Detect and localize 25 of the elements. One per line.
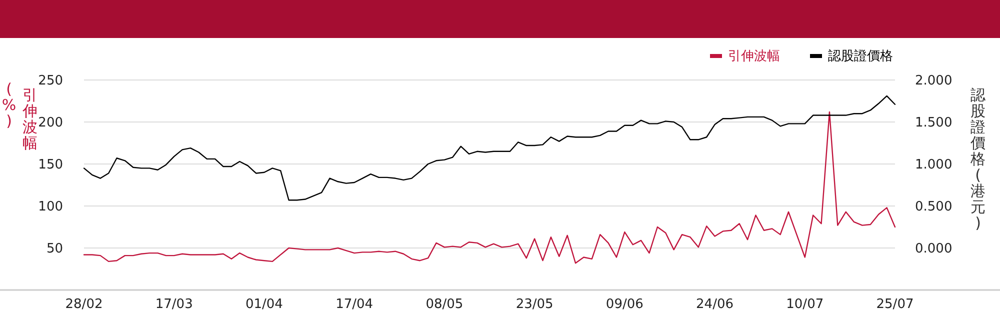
y-tick-label: 100 bbox=[38, 200, 63, 215]
x-tick-label: 23/05 bbox=[516, 297, 554, 312]
x-tick-label: 17/03 bbox=[155, 297, 193, 312]
x-tick-label: 28/02 bbox=[65, 297, 103, 312]
text: 認股證價格(港元) bbox=[970, 86, 986, 232]
line-series bbox=[83, 111, 896, 264]
y2-tick-label: 1.000 bbox=[915, 158, 952, 173]
x-tick-label: 09/06 bbox=[606, 297, 644, 312]
line-series bbox=[83, 95, 896, 201]
legend-label: 引伸波幅 bbox=[728, 49, 780, 64]
y2-tick-label: 1.500 bbox=[915, 116, 952, 131]
y-tick-label: 50 bbox=[46, 242, 63, 257]
y-tick-label: 250 bbox=[38, 74, 63, 89]
x-tick-label: 17/04 bbox=[336, 297, 374, 312]
x-tick-label: 24/06 bbox=[696, 297, 734, 312]
x-tick-label: 08/05 bbox=[426, 297, 464, 312]
x-tick-label: 10/07 bbox=[786, 297, 824, 312]
y-tick-label: 200 bbox=[38, 116, 63, 131]
x-tick-label: 25/07 bbox=[876, 297, 914, 312]
legend-label: 認股證價格 bbox=[828, 49, 893, 64]
y-tick-label: 150 bbox=[38, 158, 63, 173]
x-tick-label: 01/04 bbox=[245, 297, 283, 312]
y2-tick-label: 0.000 bbox=[915, 242, 952, 257]
y2-tick-label: 2.000 bbox=[915, 74, 952, 89]
y2-tick-label: 0.500 bbox=[915, 200, 952, 215]
